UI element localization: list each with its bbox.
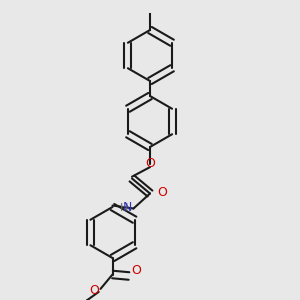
Text: H: H (120, 203, 128, 213)
Text: N: N (123, 201, 133, 214)
Text: O: O (158, 185, 167, 199)
Text: O: O (145, 157, 155, 170)
Text: O: O (131, 264, 141, 277)
Text: O: O (89, 284, 99, 297)
